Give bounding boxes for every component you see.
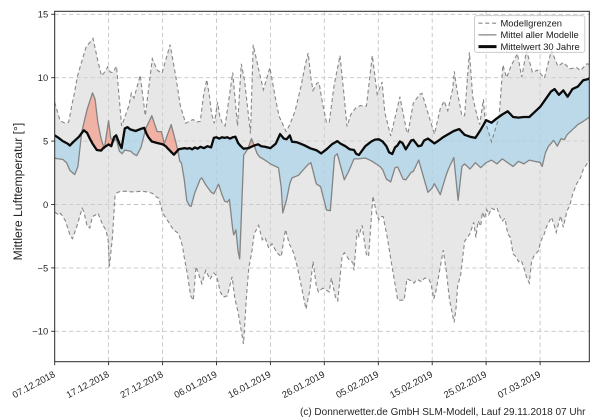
svg-text:Mittelwert 30 Jahre: Mittelwert 30 Jahre bbox=[501, 41, 580, 52]
svg-text:10: 10 bbox=[38, 72, 48, 83]
svg-text:15: 15 bbox=[38, 9, 48, 20]
svg-text:Mittel aller Modelle: Mittel aller Modelle bbox=[501, 29, 579, 40]
svg-text:−10: −10 bbox=[32, 326, 48, 337]
svg-text:Mittlere Lufttemperatur [°]: Mittlere Lufttemperatur [°] bbox=[11, 123, 25, 261]
svg-text:(c) Donnerwetter.de GmbH SLM-M: (c) Donnerwetter.de GmbH SLM-Modell, Lau… bbox=[300, 407, 586, 418]
svg-text:0: 0 bbox=[43, 199, 48, 210]
svg-text:Modellgrenzen: Modellgrenzen bbox=[501, 17, 563, 28]
svg-text:−5: −5 bbox=[37, 262, 48, 273]
svg-text:5: 5 bbox=[43, 136, 48, 147]
